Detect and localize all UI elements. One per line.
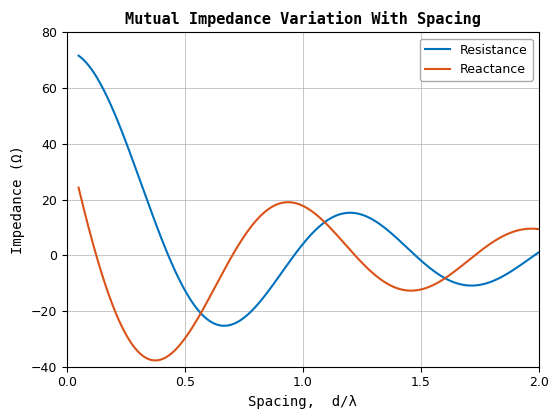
Resistance [297,244,304,249]
Resistance [325,217,332,222]
Reactance [295,201,301,206]
Reactance [152,358,158,363]
Resistance [350,210,357,215]
Reactance [297,202,304,207]
Line: Resistance: Resistance [78,56,539,326]
Reactance [75,185,82,190]
Line: Reactance: Reactance [78,188,539,360]
Reactance [350,251,357,256]
Y-axis label: Impedance (Ω): Impedance (Ω) [11,145,25,254]
Resistance [221,323,228,328]
Resistance [525,257,532,262]
Resistance [295,247,301,252]
Reactance [535,227,542,232]
Reactance [325,223,332,228]
Reactance [525,226,532,231]
X-axis label: Spacing,  d/λ: Spacing, d/λ [249,395,357,409]
Resistance [454,281,460,286]
Legend: Resistance, Reactance: Resistance, Reactance [420,39,533,81]
Resistance [75,53,82,58]
Reactance [454,267,460,272]
Resistance [535,249,542,255]
Title: Mutual Impedance Variation With Spacing: Mutual Impedance Variation With Spacing [125,11,481,27]
